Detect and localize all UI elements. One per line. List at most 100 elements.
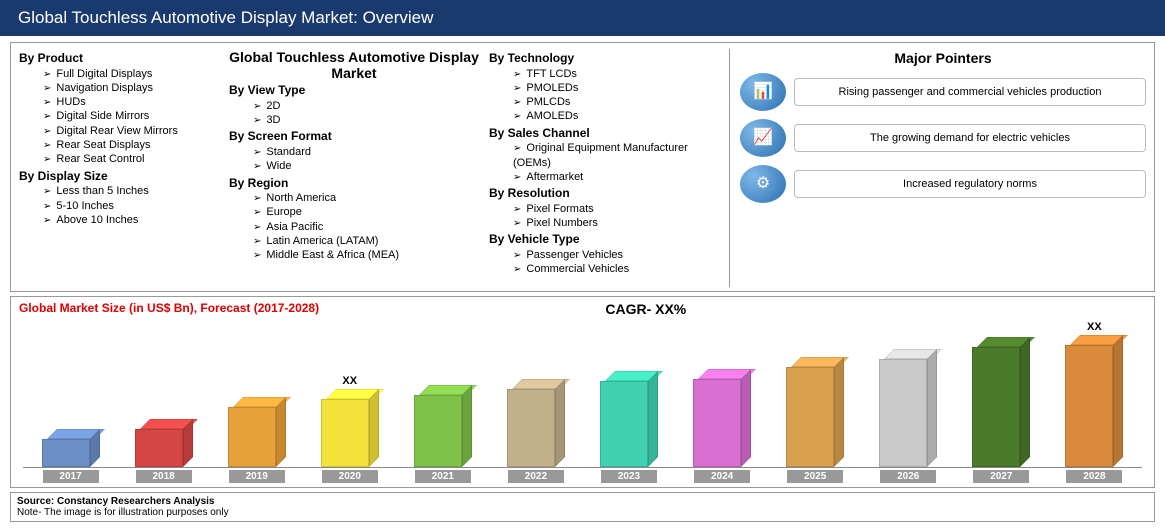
category-item: Aftermarket: [513, 170, 719, 184]
pointer-text: Increased regulatory norms: [794, 170, 1146, 198]
category-item: Less than 5 Inches: [43, 184, 219, 198]
bar-front: [135, 429, 183, 467]
category-item: Asia Pacific: [253, 220, 479, 234]
category-item: Latin America (LATAM): [253, 234, 479, 248]
segmentation-panel: By ProductFull Digital DisplaysNavigatio…: [10, 42, 1155, 292]
category-item: 3D: [253, 113, 479, 127]
bar-3d: [135, 429, 193, 467]
bar-3d: [786, 367, 844, 467]
bar-year-label: 2021: [415, 470, 471, 483]
bar-side: [462, 385, 472, 467]
major-pointers-panel: Major Pointers 📊 Rising passenger and com…: [729, 49, 1146, 287]
category-item: Rear Seat Displays: [43, 138, 219, 152]
bar-side: [1113, 335, 1123, 467]
category-title: By Technology: [489, 51, 719, 67]
bar-year-label: 2020: [322, 470, 378, 483]
bar-side: [834, 357, 844, 467]
category-item: Middle East & Africa (MEA): [253, 248, 479, 262]
category-item: PMLCDs: [513, 95, 719, 109]
category-item: TFT LCDs: [513, 67, 719, 81]
bar-front: [693, 379, 741, 467]
bar-annotation: XX: [342, 375, 357, 387]
category-item: Full Digital Displays: [43, 67, 219, 81]
bar-side: [555, 379, 565, 467]
category-title: By Resolution: [489, 186, 719, 202]
bar-front: [972, 347, 1020, 467]
chart-bar: 2023: [589, 381, 668, 467]
bar-year-label: 2019: [229, 470, 285, 483]
bar-side: [648, 371, 658, 467]
category-item: PMOLEDs: [513, 81, 719, 95]
page-header: Global Touchless Automotive Display Mark…: [0, 0, 1165, 36]
category-item: Digital Side Mirrors: [43, 109, 219, 123]
chart-bar: 2019: [217, 407, 296, 467]
bar-year-label: 2028: [1066, 470, 1122, 483]
bar-annotation: XX: [1087, 321, 1102, 333]
category-list: Passenger VehiclesCommercial Vehicles: [489, 248, 719, 277]
category-list: Original Equipment Manufacturer (OEMs)Af…: [489, 141, 719, 184]
category-item: Pixel Formats: [513, 202, 719, 216]
segmentation-col-1: By ProductFull Digital DisplaysNavigatio…: [19, 49, 219, 287]
pointer-icon: ⚙: [740, 165, 786, 203]
bar-front: [600, 381, 648, 467]
footer-note: Note- The image is for illustration purp…: [17, 507, 1148, 518]
bar-3d: [228, 407, 286, 467]
category-list: TFT LCDsPMOLEDsPMLCDsAMOLEDs: [489, 67, 719, 124]
pointers-title: Major Pointers: [740, 49, 1146, 67]
category-title: By Sales Channel: [489, 126, 719, 142]
bar-3d: [879, 359, 937, 467]
bar-front: [228, 407, 276, 467]
pointer-row: ⚙ Increased regulatory norms: [740, 165, 1146, 203]
category-title: By View Type: [229, 83, 479, 99]
bar-front: [414, 395, 462, 467]
bar-3d: [693, 379, 751, 467]
segmentation-col-3: By TechnologyTFT LCDsPMOLEDsPMLCDsAMOLED…: [489, 49, 719, 287]
category-list: Less than 5 Inches5-10 InchesAbove 10 In…: [19, 184, 219, 227]
bar-3d: [507, 389, 565, 467]
bar-side: [741, 369, 751, 467]
pointer-text: The growing demand for electric vehicles: [794, 124, 1146, 152]
bar-year-label: 2023: [601, 470, 657, 483]
bar-3d: [42, 439, 100, 467]
category-list: North AmericaEuropeAsia PacificLatin Ame…: [229, 191, 479, 262]
bar-3d: [600, 381, 658, 467]
category-list: 2D3D: [229, 99, 479, 128]
chart-bar: 2025: [776, 367, 855, 467]
chart-bar: 2028XX: [1055, 345, 1134, 467]
category-item: Europe: [253, 205, 479, 219]
chart-bar: 2021: [403, 395, 482, 467]
pointer-icon: 📊: [740, 73, 786, 111]
chart-bar: 2018: [124, 429, 203, 467]
bar-year-label: 2022: [508, 470, 564, 483]
bar-front: [321, 399, 369, 467]
pointer-text: Rising passenger and commercial vehicles…: [794, 78, 1146, 106]
bar-front: [42, 439, 90, 467]
category-item: 2D: [253, 99, 479, 113]
bar-side: [927, 349, 937, 467]
bar-side: [1020, 337, 1030, 467]
market-size-chart: Global Market Size (in US$ Bn), Forecast…: [10, 296, 1155, 488]
category-item: 5-10 Inches: [43, 199, 219, 213]
header-title: Global Touchless Automotive Display Mark…: [18, 8, 433, 27]
category-item: Digital Rear View Mirrors: [43, 124, 219, 138]
chart-bar: 2027: [962, 347, 1041, 467]
category-item: Rear Seat Control: [43, 152, 219, 166]
bar-year-label: 2025: [787, 470, 843, 483]
category-title: By Product: [19, 51, 219, 67]
category-title: By Vehicle Type: [489, 232, 719, 248]
category-title: By Display Size: [19, 169, 219, 185]
bar-side: [183, 419, 193, 467]
category-title: By Screen Format: [229, 129, 479, 145]
segmentation-col-2: Global Touchless Automotive Display Mark…: [229, 49, 479, 287]
footer-source: Source: Constancy Researchers Analysis: [17, 496, 1148, 507]
category-item: Wide: [253, 159, 479, 173]
chart-bar: 2026: [869, 359, 948, 467]
bar-3d: [414, 395, 472, 467]
category-item: HUDs: [43, 95, 219, 109]
chart-bar: 2024: [683, 379, 762, 467]
category-item: Commercial Vehicles: [513, 262, 719, 276]
category-item: Pixel Numbers: [513, 216, 719, 230]
bar-front: [1065, 345, 1113, 467]
chart-bars-area: 2017201820192020XX2021202220232024202520…: [31, 327, 1134, 467]
bar-3d: [321, 399, 379, 467]
